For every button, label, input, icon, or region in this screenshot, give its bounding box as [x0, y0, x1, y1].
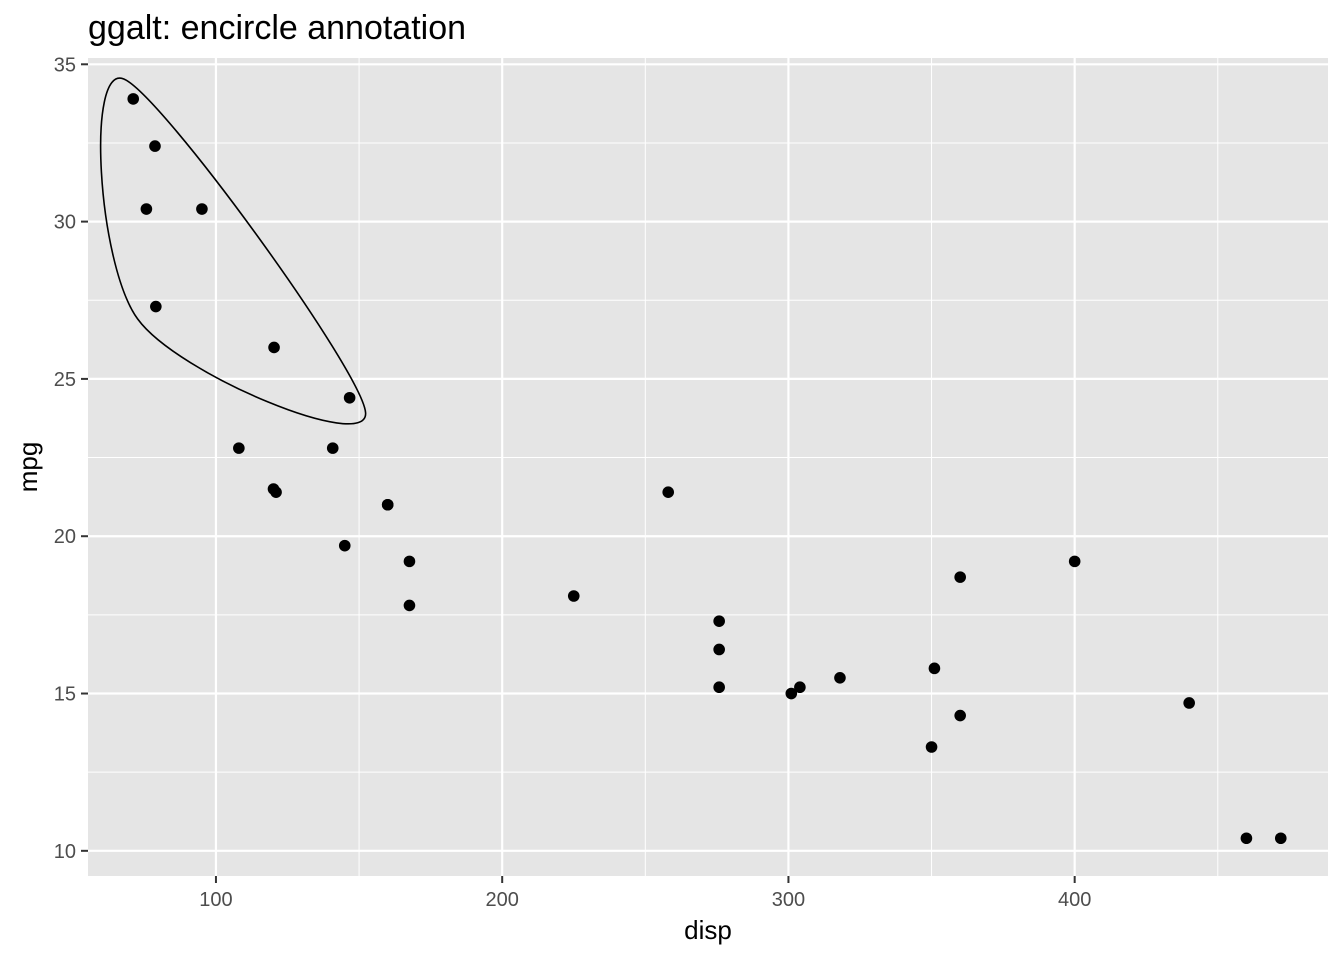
data-point — [1068, 555, 1081, 568]
y-axis-title: mpg — [13, 442, 43, 493]
data-point — [713, 681, 725, 694]
data-point — [270, 486, 282, 498]
y-tick-label: 35 — [54, 54, 76, 76]
x-tick-label: 200 — [486, 889, 519, 911]
data-point — [233, 442, 245, 454]
data-point — [343, 391, 356, 404]
minor-gridlines — [88, 58, 1328, 876]
data-point — [785, 687, 798, 700]
major-gridlines — [88, 58, 1328, 876]
x-tick-label: 400 — [1058, 889, 1091, 911]
data-point — [127, 93, 140, 105]
data-point — [713, 615, 725, 627]
data-points — [127, 93, 1287, 845]
data-point — [1183, 697, 1195, 709]
data-point — [140, 203, 153, 215]
data-point — [794, 681, 806, 694]
data-point — [925, 741, 938, 753]
y-tick-label: 25 — [54, 369, 76, 391]
data-point — [1274, 832, 1287, 845]
data-point — [662, 486, 675, 498]
data-point — [713, 643, 725, 656]
data-point — [149, 140, 161, 152]
x-tick-label: 100 — [199, 889, 232, 911]
data-point — [403, 599, 416, 612]
data-point — [954, 709, 966, 722]
data-point — [381, 498, 394, 511]
y-axis: 10 15 20 25 30 35 — [54, 54, 88, 863]
data-point — [954, 571, 966, 583]
data-point — [567, 590, 580, 602]
data-point — [834, 671, 846, 684]
data-point — [1240, 832, 1253, 845]
data-point — [338, 539, 351, 552]
data-point — [928, 662, 941, 675]
plot-panel — [88, 58, 1328, 876]
x-tick-label: 300 — [772, 889, 805, 911]
x-axis-title: disp — [684, 915, 732, 945]
y-tick-label: 20 — [54, 526, 76, 548]
data-point — [268, 341, 280, 354]
data-point — [326, 442, 339, 454]
data-point — [196, 203, 208, 215]
y-tick-label: 15 — [54, 684, 76, 706]
x-axis: 100 200 300 400 — [199, 876, 1091, 911]
encircle-annotation — [99, 77, 367, 425]
y-tick-label: 30 — [54, 212, 76, 234]
data-point — [403, 555, 416, 568]
y-tick-label: 10 — [54, 841, 76, 863]
data-point — [150, 300, 162, 313]
chart-title: ggalt: encircle annotation — [88, 9, 466, 47]
